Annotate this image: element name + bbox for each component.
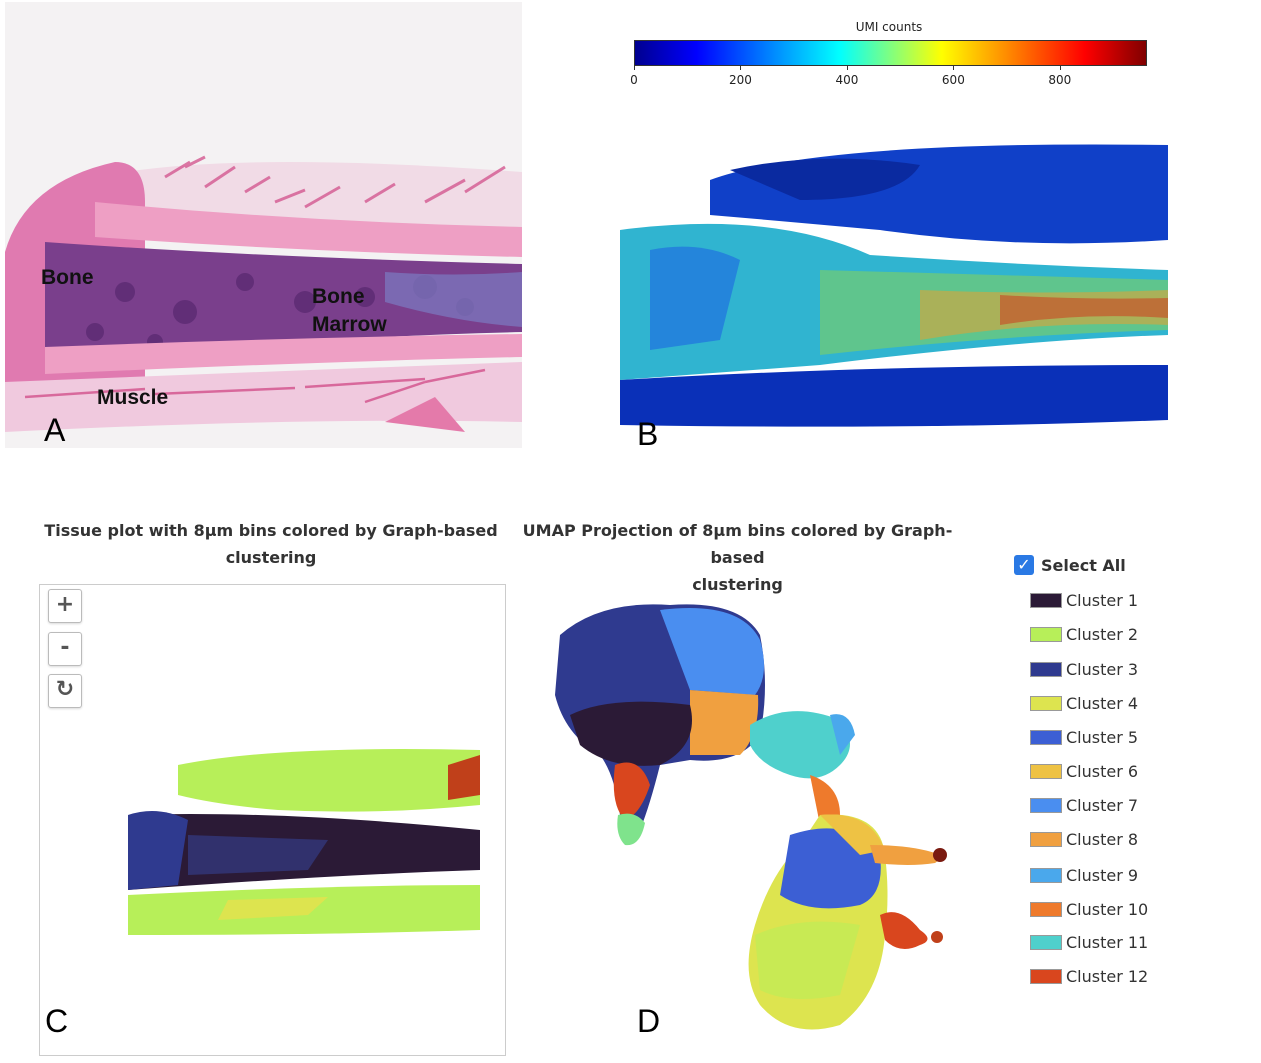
reset-view-button[interactable]: ↻ [48,674,82,708]
umi-heatmap [620,144,1168,427]
label-bone: Bone [41,266,94,289]
colorbar-tick-mark [953,65,955,70]
colorbar-tick-mark [1059,65,1061,70]
panel-d-title: UMAP Projection of 8µm bins colored by G… [505,517,970,598]
histology-drawing [5,155,522,432]
legend-item-cluster-7[interactable]: Cluster 7 [1030,794,1138,816]
legend-swatch [1030,763,1062,779]
legend-item-cluster-5[interactable]: Cluster 5 [1030,726,1138,748]
legend-swatch [1030,626,1062,642]
legend-item-cluster-11[interactable]: Cluster 11 [1030,931,1148,953]
panel-d-title-line2: clustering [692,575,783,594]
legend-label: Cluster 9 [1066,865,1139,885]
colorbar-tick-label: 200 [729,73,752,87]
legend-label: Cluster 6 [1066,761,1139,781]
legend-swatch [1030,901,1062,917]
tissue-plot-viewer[interactable]: + - ↻ [39,584,506,1056]
legend-item-cluster-2[interactable]: Cluster 2 [1030,623,1138,645]
select-all-label: Select All [1041,555,1126,575]
umap-scatter [555,604,947,1030]
legend-label: Cluster 11 [1066,932,1149,952]
legend-label: Cluster 2 [1066,624,1139,644]
zoom-out-button[interactable]: - [48,632,82,666]
colorbar-tick-label: 600 [941,73,965,87]
panel-letter-d: D [637,1003,661,1039]
legend-item-cluster-1[interactable]: Cluster 1 [1030,589,1138,611]
legend-swatch [1030,934,1062,950]
legend-swatch [1030,592,1062,608]
tissue-cluster-map [128,749,480,935]
select-all-control[interactable]: ✓ Select All [1014,552,1126,578]
panel-letter-c: C [45,1003,69,1039]
colorbar-tick-label: 0 [630,73,638,87]
label-bone-marrow-line2: Marrow [312,313,387,336]
legend-item-cluster-3[interactable]: Cluster 3 [1030,658,1138,680]
panel-c-title-line1: Tissue plot with 8µm bins colored by Gra… [44,521,498,540]
legend-item-cluster-9[interactable]: Cluster 9 [1030,864,1138,886]
legend-label: Cluster 4 [1066,693,1139,713]
panel-c-title-line2: clustering [225,548,317,567]
panel-c-title: Tissue plot with 8µm bins colored by Gra… [40,517,502,571]
colorbar-tick-mark [846,65,848,70]
panel-letter-b: B [637,416,659,452]
legend-item-cluster-4[interactable]: Cluster 4 [1030,692,1138,714]
select-all-checkbox[interactable]: ✓ [1014,555,1034,575]
legend-item-cluster-12[interactable]: Cluster 12 [1030,965,1148,987]
legend-label: Cluster 3 [1066,659,1139,679]
legend-swatch [1030,661,1062,677]
legend-swatch [1030,797,1062,813]
zoom-in-button[interactable]: + [48,589,82,623]
legend-item-cluster-10[interactable]: Cluster 10 [1030,898,1148,920]
legend-swatch [1030,831,1062,847]
he-histology-image: Bone Bone Marrow Muscle [5,2,522,448]
legend-swatch [1030,695,1062,711]
label-muscle: Muscle [97,386,169,409]
legend-label: Cluster 8 [1066,829,1139,849]
legend-item-cluster-8[interactable]: Cluster 8 [1030,828,1138,850]
colorbar-tick-mark [634,65,635,70]
panel-d-title-line1: UMAP Projection of 8µm bins colored by G… [522,521,953,567]
legend-label: Cluster 1 [1066,590,1139,610]
legend-label: Cluster 7 [1066,795,1139,815]
colorbar-title: UMI counts [855,20,923,34]
colorbar-tick-label: 800 [1048,73,1072,87]
legend-label: Cluster 12 [1066,966,1149,986]
colorbar [634,40,1147,66]
colorbar-tick-label: 400 [835,73,859,87]
legend-label: Cluster 10 [1066,899,1149,919]
legend-label: Cluster 5 [1066,727,1139,747]
panel-letter-a: A [44,412,66,448]
legend-swatch [1030,729,1062,745]
legend-swatch [1030,968,1062,984]
legend-swatch [1030,867,1062,883]
label-bone-marrow-line1: Bone [312,285,365,308]
legend-item-cluster-6[interactable]: Cluster 6 [1030,760,1138,782]
colorbar-tick-mark [740,65,742,70]
